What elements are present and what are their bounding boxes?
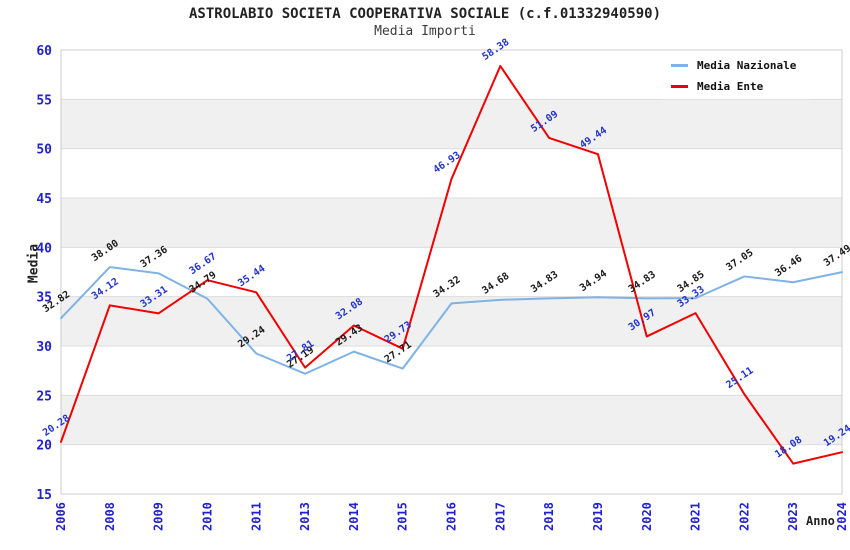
series-line-1 bbox=[60, 64, 843, 465]
svg-text:50: 50 bbox=[36, 143, 52, 158]
svg-text:2021: 2021 bbox=[689, 502, 703, 531]
y-tick-labels: 15 20 25 30 35 40 45 50 55 60 bbox=[36, 44, 52, 503]
chart-title: ASTROLABIO SOCIETA COOPERATIVA SOCIALE (… bbox=[188, 6, 661, 22]
svg-text:2016: 2016 bbox=[445, 502, 459, 531]
svg-text:25: 25 bbox=[36, 389, 52, 404]
svg-text:35: 35 bbox=[36, 291, 52, 306]
svg-text:34.83: 34.83 bbox=[627, 269, 658, 295]
svg-text:2024: 2024 bbox=[835, 502, 849, 531]
svg-text:2020: 2020 bbox=[640, 502, 654, 531]
legend-label-media-nazionale: Media Nazionale bbox=[697, 59, 797, 72]
svg-text:55: 55 bbox=[36, 93, 52, 108]
plot-bands bbox=[61, 99, 842, 445]
svg-text:45: 45 bbox=[36, 192, 52, 207]
svg-text:37.36: 37.36 bbox=[139, 244, 170, 270]
svg-text:2022: 2022 bbox=[737, 502, 751, 531]
svg-text:34.68: 34.68 bbox=[480, 271, 511, 297]
legend-swatch-media-ente bbox=[671, 85, 688, 88]
svg-text:37.05: 37.05 bbox=[724, 247, 755, 273]
svg-text:34.94: 34.94 bbox=[578, 268, 609, 294]
svg-text:2013: 2013 bbox=[298, 502, 312, 531]
svg-text:60: 60 bbox=[36, 44, 52, 59]
svg-text:2006: 2006 bbox=[54, 502, 68, 531]
svg-text:40: 40 bbox=[36, 241, 52, 256]
svg-text:36.46: 36.46 bbox=[773, 253, 804, 279]
legend-item-media-nazionale: Media Nazionale bbox=[671, 56, 811, 75]
chart-subtitle: Media Importi bbox=[374, 24, 476, 39]
svg-text:2023: 2023 bbox=[786, 502, 800, 531]
svg-text:2011: 2011 bbox=[249, 502, 263, 531]
svg-text:2009: 2009 bbox=[152, 502, 166, 531]
svg-text:2015: 2015 bbox=[396, 502, 410, 531]
svg-text:2010: 2010 bbox=[200, 502, 214, 531]
svg-text:2008: 2008 bbox=[103, 502, 117, 531]
svg-text:2019: 2019 bbox=[591, 502, 605, 531]
x-tick-labels: 2006 2008 2009 2010 2011 2013 2014 2015 2016 2017… bbox=[54, 502, 849, 531]
x-axis-title: Anno bbox=[806, 514, 835, 528]
svg-text:15: 15 bbox=[36, 488, 52, 503]
legend-label-media-ente: Media Ente bbox=[697, 80, 764, 93]
svg-text:2014: 2014 bbox=[347, 502, 361, 531]
svg-text:35.44: 35.44 bbox=[236, 263, 267, 289]
legend-item-media-ente: Media Ente bbox=[671, 77, 811, 96]
svg-text:2017: 2017 bbox=[493, 502, 507, 531]
y-axis-title: Media bbox=[26, 243, 42, 284]
svg-text:34.83: 34.83 bbox=[529, 269, 560, 295]
legend-swatch-media-nazionale bbox=[671, 64, 688, 67]
svg-text:30: 30 bbox=[36, 340, 52, 355]
legend: Media Nazionale Media Ente bbox=[661, 51, 811, 99]
svg-text:2018: 2018 bbox=[542, 502, 556, 531]
svg-text:20: 20 bbox=[36, 439, 52, 454]
